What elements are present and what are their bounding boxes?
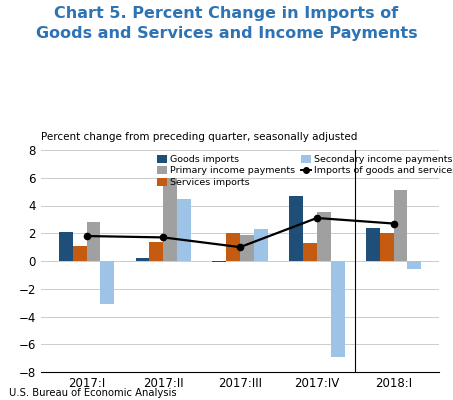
Bar (101, 261, 114, 304)
Text: U.S. Bureau of Economic Analysis: U.S. Bureau of Economic Analysis (9, 388, 177, 398)
Bar (73, 246, 87, 261)
Bar (59, 232, 73, 261)
Bar (289, 196, 303, 261)
Bar (212, 261, 226, 262)
Bar (394, 190, 407, 261)
Text: Chart 5. Percent Change in Imports of: Chart 5. Percent Change in Imports of (54, 6, 399, 21)
Bar (254, 229, 268, 261)
Bar (240, 235, 254, 261)
Bar (226, 233, 240, 261)
Bar (135, 258, 149, 261)
Bar (177, 198, 191, 261)
Bar (87, 222, 101, 261)
Legend: Goods imports, Primary income payments, Services imports, Secondary income payme: Goods imports, Primary income payments, … (157, 155, 453, 187)
Bar (331, 261, 345, 357)
Text: Percent change from preceding quarter, seasonally adjusted: Percent change from preceding quarter, s… (41, 132, 357, 142)
Text: Goods and Services and Income Payments: Goods and Services and Income Payments (36, 26, 417, 41)
Bar (317, 212, 331, 261)
Bar (380, 233, 394, 261)
Bar (164, 178, 177, 261)
Bar (366, 228, 380, 261)
Bar (149, 242, 164, 261)
Bar (303, 243, 317, 261)
Bar (407, 261, 421, 269)
